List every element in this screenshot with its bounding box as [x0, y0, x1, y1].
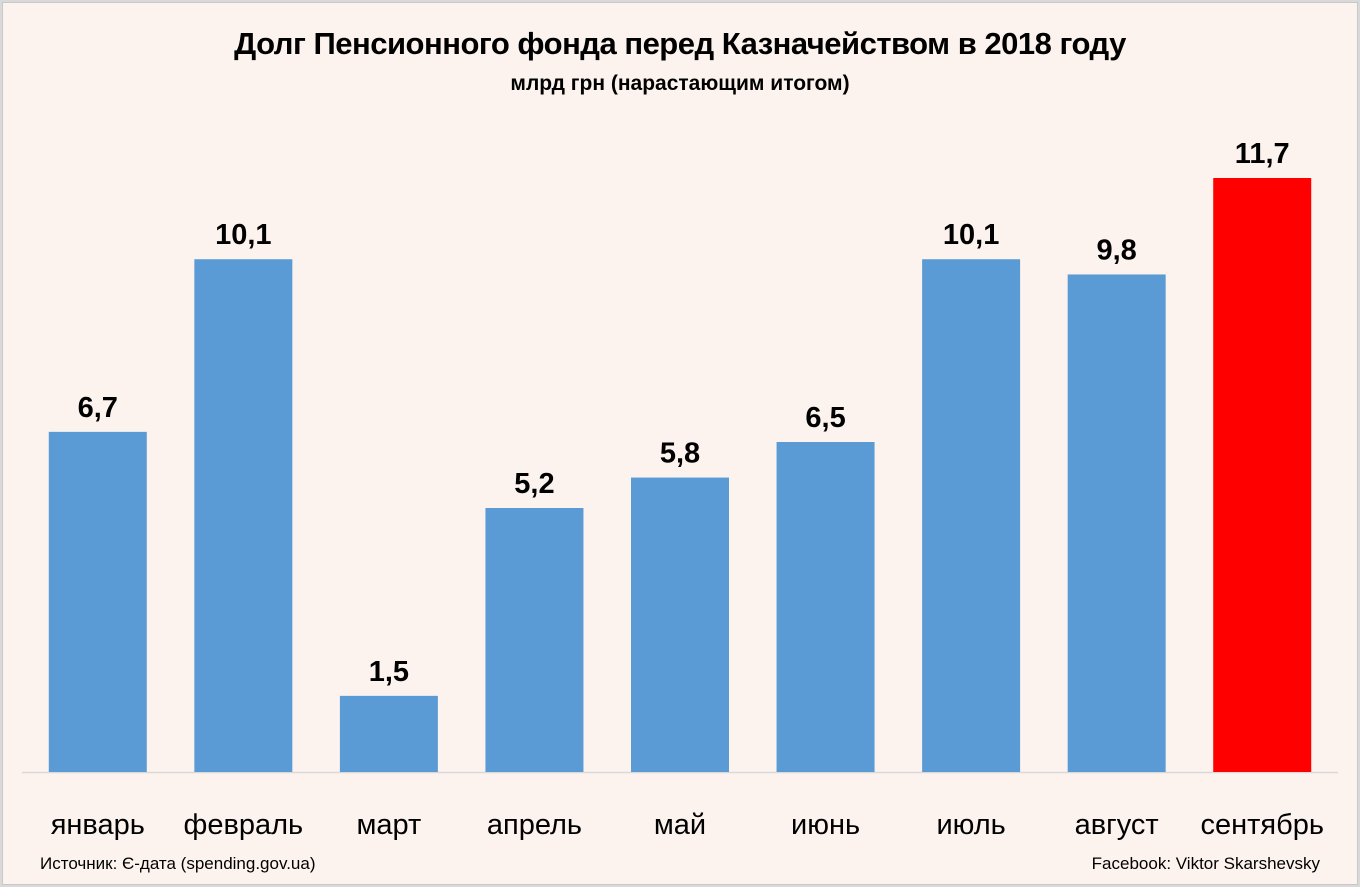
chart-title: Долг Пенсионного фонда перед Казначейств… [234, 26, 1126, 61]
bar-0 [48, 431, 147, 772]
category-label-1: февраль [183, 809, 303, 841]
bar-7 [1067, 274, 1166, 772]
data-label-8: 11,7 [1235, 138, 1290, 170]
category-label-7: август [1075, 809, 1159, 841]
bar-5 [776, 442, 875, 772]
data-label-7: 9,8 [1097, 234, 1137, 266]
data-label-0: 6,7 [78, 392, 118, 424]
bar-6 [922, 259, 1021, 772]
bar-8 [1213, 178, 1312, 772]
data-label-2: 1,5 [369, 656, 409, 688]
data-label-5: 6,5 [805, 402, 845, 434]
bar-1 [194, 259, 293, 772]
bar-2 [339, 695, 438, 772]
category-label-6: июль [936, 809, 1005, 841]
category-label-2: март [356, 809, 421, 841]
data-label-3: 5,2 [514, 468, 554, 500]
data-label-1: 10,1 [215, 219, 271, 251]
credit-note: Facebook: Viktor Skarshevsky [1091, 854, 1320, 873]
data-label-6: 10,1 [943, 219, 999, 251]
data-label-4: 5,8 [660, 438, 700, 470]
category-label-5: июнь [791, 809, 860, 841]
category-label-0: январь [51, 809, 145, 841]
source-note: Источник: Є-дата (spending.gov.ua) [40, 854, 316, 873]
chart-subtitle: млрд грн (нарастающим итогом) [510, 72, 850, 95]
category-label-8: сентябрь [1200, 809, 1323, 841]
bar-4 [631, 477, 729, 772]
category-label-3: апрель [487, 809, 582, 841]
category-label-4: май [654, 809, 706, 841]
bar-3 [485, 508, 584, 772]
